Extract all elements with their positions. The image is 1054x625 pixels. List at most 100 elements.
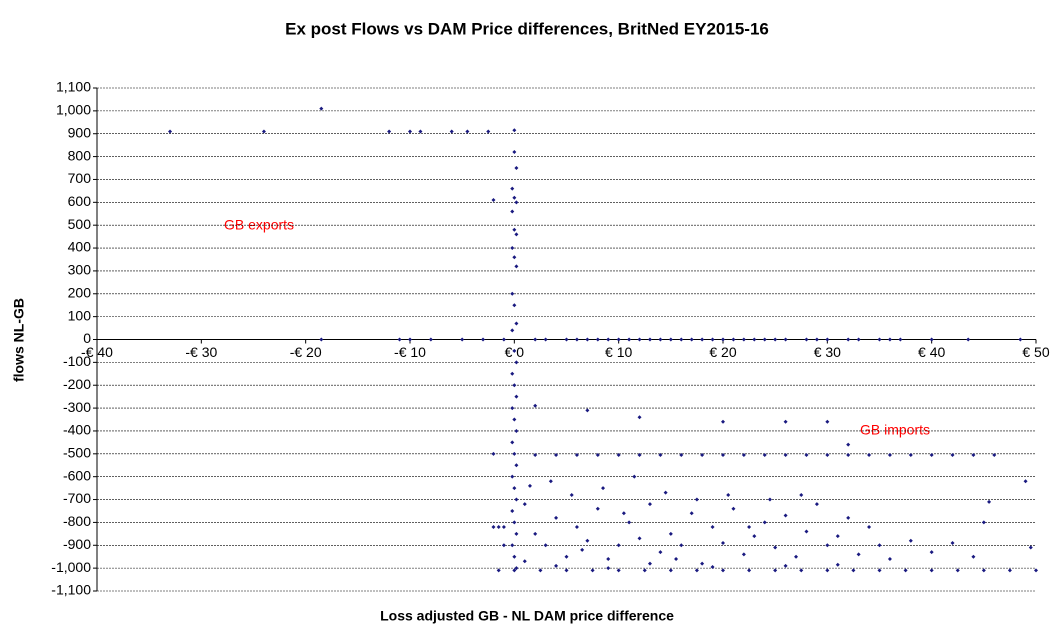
point xyxy=(710,337,715,342)
point xyxy=(538,568,543,573)
point xyxy=(741,337,746,342)
point xyxy=(846,442,851,447)
point xyxy=(533,531,538,536)
point xyxy=(752,534,757,539)
point xyxy=(533,337,538,342)
y-tick-label: 700 xyxy=(68,170,92,186)
point xyxy=(835,562,840,567)
point xyxy=(387,129,392,134)
point xyxy=(825,568,830,573)
point xyxy=(783,337,788,342)
point xyxy=(512,451,517,456)
point xyxy=(616,543,621,548)
point xyxy=(510,543,515,548)
point xyxy=(601,486,606,491)
point xyxy=(514,166,519,171)
point xyxy=(710,524,715,529)
point xyxy=(731,337,736,342)
point xyxy=(616,452,621,457)
point xyxy=(700,561,705,566)
point xyxy=(747,524,752,529)
point xyxy=(512,568,517,573)
point xyxy=(783,513,788,518)
point xyxy=(856,552,861,557)
point xyxy=(514,360,519,365)
point xyxy=(694,497,699,502)
point xyxy=(950,452,955,457)
point xyxy=(595,506,600,511)
point xyxy=(950,540,955,545)
point xyxy=(512,303,517,308)
point xyxy=(616,568,621,573)
y-tick-label: -800 xyxy=(63,513,91,529)
point xyxy=(606,566,611,571)
point xyxy=(261,129,266,134)
point xyxy=(510,406,515,411)
point xyxy=(510,474,515,479)
point xyxy=(501,543,506,548)
point xyxy=(1007,568,1012,573)
point xyxy=(825,543,830,548)
point xyxy=(741,452,746,457)
point xyxy=(512,383,517,388)
y-tick-label: 0 xyxy=(83,330,91,346)
point xyxy=(496,524,501,529)
y-tick-label: -500 xyxy=(63,445,91,461)
y-tick-label: 400 xyxy=(68,239,92,255)
point xyxy=(799,492,804,497)
point xyxy=(658,337,663,342)
point xyxy=(554,515,559,520)
point xyxy=(689,337,694,342)
point xyxy=(971,452,976,457)
point xyxy=(510,328,515,333)
point xyxy=(590,568,595,573)
point xyxy=(585,337,590,342)
point xyxy=(887,556,892,561)
point xyxy=(987,499,992,504)
y-tick-label: 1,000 xyxy=(56,102,91,118)
point xyxy=(773,545,778,550)
point xyxy=(767,497,772,502)
point xyxy=(512,520,517,525)
point xyxy=(966,337,971,342)
point xyxy=(632,474,637,479)
point xyxy=(825,452,830,457)
point xyxy=(679,337,684,342)
y-tick-label: 300 xyxy=(68,262,92,278)
point xyxy=(908,538,913,543)
point xyxy=(1028,545,1033,550)
y-tick-label: 500 xyxy=(68,216,92,232)
point xyxy=(804,452,809,457)
y-tick-label: 600 xyxy=(68,193,92,209)
point xyxy=(741,552,746,557)
point xyxy=(621,511,626,516)
x-tick-label: -€ 20 xyxy=(290,344,322,360)
point xyxy=(929,337,934,342)
point xyxy=(481,337,486,342)
point xyxy=(721,568,725,573)
point xyxy=(637,452,642,457)
point xyxy=(747,568,752,573)
point xyxy=(804,529,809,534)
point xyxy=(877,337,882,342)
point xyxy=(514,428,519,433)
point xyxy=(533,403,538,408)
point xyxy=(543,337,548,342)
point xyxy=(510,209,515,214)
point xyxy=(510,371,515,376)
point xyxy=(564,554,569,559)
point xyxy=(898,337,903,342)
point xyxy=(762,337,767,342)
point xyxy=(647,337,652,342)
y-tick-label: -1,000 xyxy=(51,559,91,575)
point xyxy=(527,483,532,488)
point xyxy=(1034,568,1038,573)
point xyxy=(726,492,731,497)
point xyxy=(486,129,491,134)
y-tick-label: -400 xyxy=(63,422,91,438)
x-tick-label: -€ 30 xyxy=(185,344,217,360)
point xyxy=(514,200,519,205)
point xyxy=(606,337,611,342)
y-tick-label: -900 xyxy=(63,536,91,552)
point xyxy=(877,543,882,548)
